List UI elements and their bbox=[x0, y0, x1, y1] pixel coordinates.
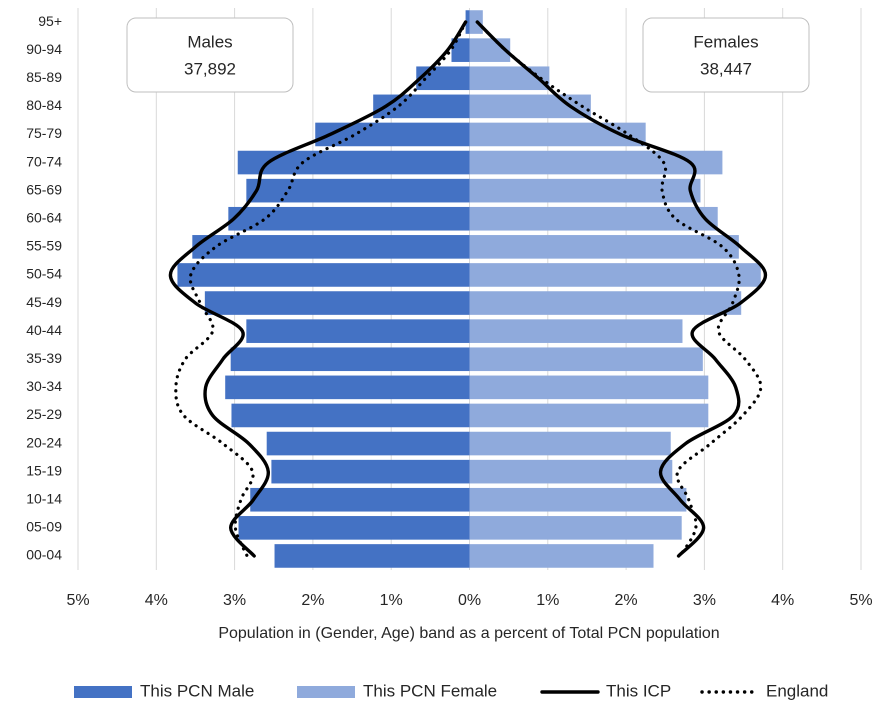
bar bbox=[469, 375, 709, 400]
bar bbox=[266, 431, 470, 456]
bar bbox=[177, 263, 470, 287]
x-tick-label: 2% bbox=[301, 592, 324, 609]
legend-label: This PCN Male bbox=[140, 681, 254, 700]
bar bbox=[271, 459, 470, 484]
bar bbox=[228, 206, 470, 231]
line bbox=[475, 20, 763, 558]
x-tick-label: 0% bbox=[458, 592, 481, 609]
bar bbox=[469, 263, 761, 287]
annotation-box bbox=[126, 17, 294, 93]
bar bbox=[469, 347, 703, 372]
annotation-value: 37,892 bbox=[184, 59, 236, 78]
legend-label: This PCN Female bbox=[363, 681, 497, 700]
bar bbox=[469, 206, 718, 231]
y-tick-label: 25-29 bbox=[26, 406, 62, 422]
bar bbox=[246, 319, 470, 343]
bar bbox=[192, 235, 470, 259]
y-tick-label: 50-54 bbox=[26, 266, 62, 282]
x-tick-label: 4% bbox=[771, 592, 794, 609]
y-tick-label: 80-84 bbox=[26, 97, 62, 113]
x-tick-label: 5% bbox=[849, 592, 872, 609]
x-tick-label: 3% bbox=[693, 592, 716, 609]
annotation-value: 38,447 bbox=[700, 59, 752, 78]
y-tick-label: 65-69 bbox=[26, 181, 62, 197]
bar bbox=[231, 403, 470, 428]
x-tick-label: 3% bbox=[223, 592, 246, 609]
annotation-box bbox=[642, 17, 810, 93]
y-tick-label: 55-59 bbox=[26, 238, 62, 254]
x-tick-label: 5% bbox=[66, 592, 89, 609]
y-tick-label: 20-24 bbox=[26, 434, 62, 450]
line bbox=[168, 20, 468, 558]
x-axis-label: Population in (Gender, Age) band as a pe… bbox=[218, 625, 719, 642]
x-tick-label: 1% bbox=[380, 592, 403, 609]
legend-swatch bbox=[74, 686, 132, 698]
bar bbox=[204, 291, 470, 315]
bar bbox=[373, 94, 470, 119]
legend-label: England bbox=[766, 681, 828, 700]
bar bbox=[315, 122, 470, 147]
line bbox=[475, 20, 768, 558]
y-tick-label: 40-44 bbox=[26, 322, 62, 338]
y-tick-label: 70-74 bbox=[26, 153, 62, 169]
y-tick-label: 95+ bbox=[38, 13, 62, 29]
bar bbox=[230, 347, 470, 372]
y-tick-label: 75-79 bbox=[26, 125, 62, 141]
bar bbox=[469, 150, 723, 175]
bar bbox=[469, 544, 654, 568]
bar bbox=[238, 516, 470, 540]
bar bbox=[469, 235, 739, 259]
bar bbox=[469, 403, 709, 428]
y-tick-label: 05-09 bbox=[26, 519, 62, 535]
bar bbox=[469, 459, 673, 484]
bar bbox=[469, 431, 671, 456]
y-tick-label: 00-04 bbox=[26, 547, 62, 563]
x-tick-label: 2% bbox=[615, 592, 638, 609]
legend-label: This ICP bbox=[606, 681, 671, 700]
bar bbox=[274, 544, 470, 568]
bar bbox=[451, 38, 470, 62]
y-tick-label: 85-89 bbox=[26, 69, 62, 85]
annotation-title: Males bbox=[187, 32, 232, 51]
bar bbox=[469, 178, 701, 203]
bar bbox=[469, 291, 742, 315]
x-tick-label: 1% bbox=[536, 592, 559, 609]
y-tick-label: 60-64 bbox=[26, 209, 62, 225]
bar bbox=[250, 487, 470, 512]
line bbox=[174, 20, 468, 558]
bar bbox=[465, 10, 470, 34]
y-tick-label: 10-14 bbox=[26, 490, 62, 506]
x-tick-label: 4% bbox=[145, 592, 168, 609]
bar bbox=[469, 319, 683, 343]
y-tick-label: 30-34 bbox=[26, 378, 62, 394]
y-tick-label: 90-94 bbox=[26, 41, 62, 57]
bar bbox=[246, 178, 470, 203]
bar bbox=[469, 487, 687, 512]
bar bbox=[469, 516, 682, 540]
bar bbox=[237, 150, 470, 175]
y-tick-label: 15-19 bbox=[26, 462, 62, 478]
bar bbox=[469, 122, 646, 147]
annotation-title: Females bbox=[693, 32, 758, 51]
y-tick-label: 45-49 bbox=[26, 294, 62, 310]
bar bbox=[416, 66, 470, 91]
legend-swatch bbox=[297, 686, 355, 698]
bar bbox=[225, 375, 470, 400]
y-tick-label: 35-39 bbox=[26, 350, 62, 366]
